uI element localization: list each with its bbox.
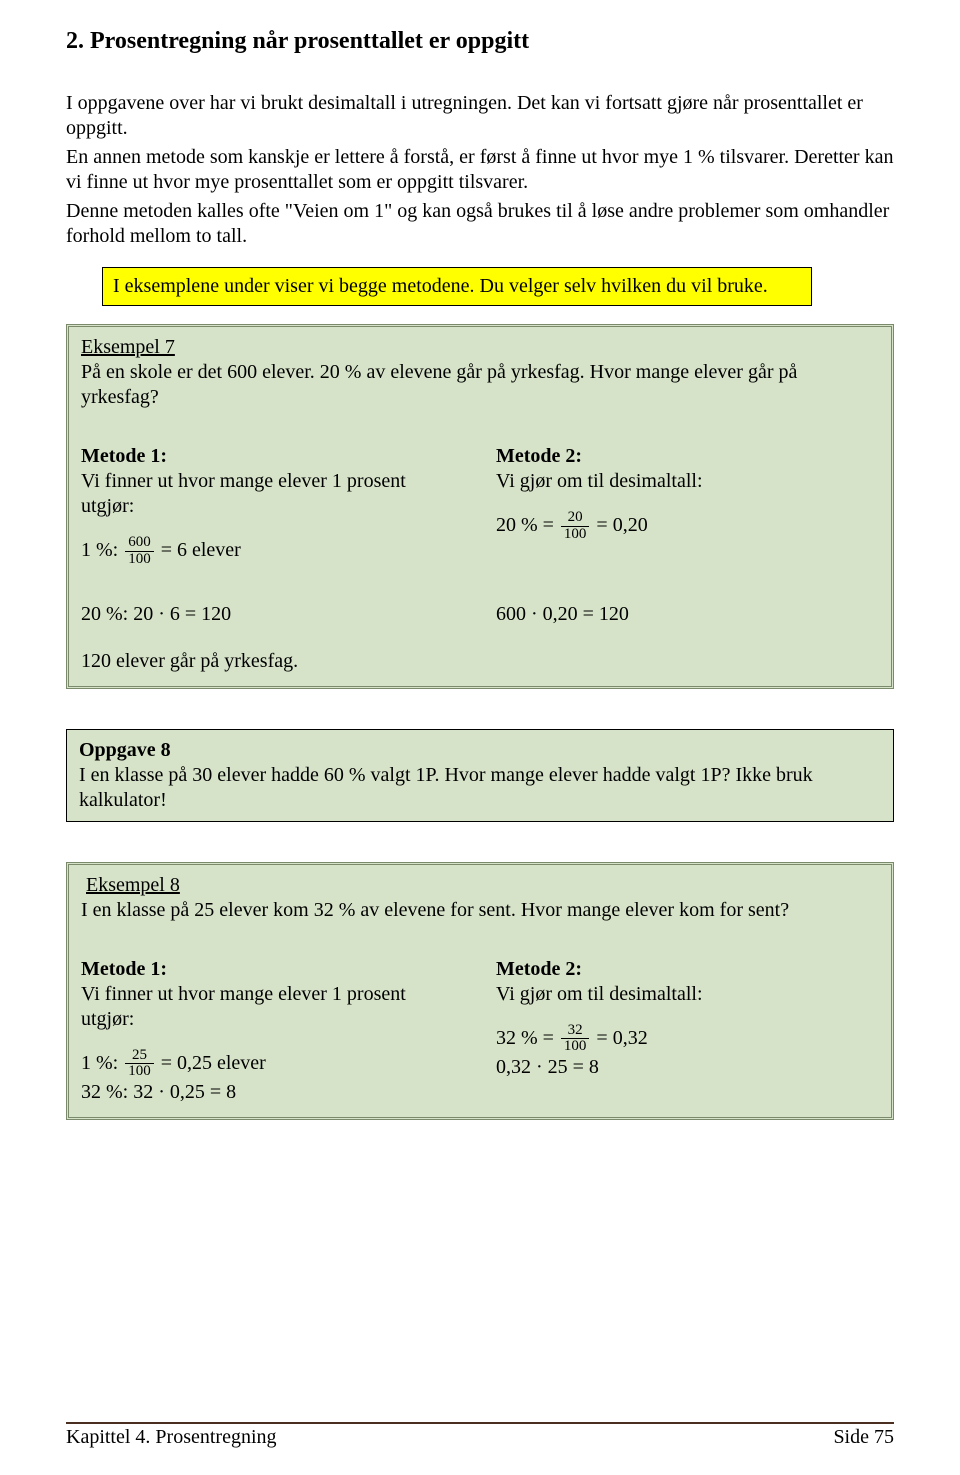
method-2-line1: 32 % = 32100 = 0,32 xyxy=(496,1023,879,1056)
m2-pre: 32 % = xyxy=(496,1026,559,1048)
frac-num: 32 xyxy=(561,1023,590,1040)
method-1-line1: 1 %: 600100 = 6 elever xyxy=(81,535,464,568)
m1-post: = 0,25 elever xyxy=(156,1051,266,1073)
method-1-desc: Vi finner ut hvor mange elever 1 prosent… xyxy=(81,982,464,1032)
frac-den: 100 xyxy=(561,1039,590,1055)
example-8-question: I en klasse på 25 elever kom 32 % av ele… xyxy=(81,898,879,923)
example-7-results-row: 20 %: 20 · 6 = 120 600 · 0,20 = 120 xyxy=(81,602,879,627)
m2-post: = 0,32 xyxy=(591,1026,647,1048)
method-2-line2: 600 · 0,20 = 120 xyxy=(496,602,879,627)
example-8-methods-row: Metode 1: Vi finner ut hvor mange elever… xyxy=(81,957,879,1106)
frac-den: 100 xyxy=(125,552,154,568)
intro-paragraph-2: En annen metode som kanskje er lettere å… xyxy=(66,145,894,195)
method-1-title: Metode 1: xyxy=(81,445,167,467)
footer-right: Side 75 xyxy=(833,1426,894,1449)
example-7-method-2: Metode 2: Vi gjør om til desimaltall: 20… xyxy=(496,444,879,568)
frac-num: 25 xyxy=(125,1048,154,1065)
fraction-icon: 32100 xyxy=(561,1023,590,1056)
fraction-icon: 25100 xyxy=(125,1048,154,1081)
method-1-line1: 1 %: 25100 = 0,25 elever xyxy=(81,1048,464,1081)
highlight-box: I eksemplene under viser vi begge metode… xyxy=(102,267,812,306)
m1-pre: 1 %: xyxy=(81,539,123,561)
method-1-desc: Vi finner ut hvor mange elever 1 prosent… xyxy=(81,469,464,519)
example-7-method-1: Metode 1: Vi finner ut hvor mange elever… xyxy=(81,444,464,568)
fraction-icon: 20100 xyxy=(561,510,590,543)
method-2-desc: Vi gjør om til desimaltall: xyxy=(496,982,879,1007)
frac-num: 20 xyxy=(561,510,590,527)
fraction-icon: 600100 xyxy=(125,535,154,568)
example-8-method-2: Metode 2: Vi gjør om til desimaltall: 32… xyxy=(496,957,879,1106)
method-2-line2: 0,32 · 25 = 8 xyxy=(496,1055,879,1080)
example-7-answer: 120 elever går på yrkesfag. xyxy=(81,649,879,674)
example-7-box: Eksempel 7 På en skole er det 600 elever… xyxy=(66,324,894,689)
page-footer: Kapittel 4. Prosentregning Side 75 xyxy=(66,1422,894,1461)
method-2-line1: 20 % = 20100 = 0,20 xyxy=(496,510,879,543)
section-heading: 2. Prosentregning når prosenttallet er o… xyxy=(66,28,894,55)
oppgave-8-title: Oppgave 8 xyxy=(79,739,171,761)
highlight-text: I eksemplene under viser vi begge metode… xyxy=(113,274,801,299)
m2-post: = 0,20 xyxy=(591,514,647,536)
method-1-title: Metode 1: xyxy=(81,958,167,980)
m2-pre: 20 % = xyxy=(496,514,559,536)
method-2-desc: Vi gjør om til desimaltall: xyxy=(496,469,879,494)
example-7-question: På en skole er det 600 elever. 20 % av e… xyxy=(81,360,879,410)
method-2-title: Metode 2: xyxy=(496,445,582,467)
m1-pre: 1 %: xyxy=(81,1051,123,1073)
frac-num: 600 xyxy=(125,535,154,552)
frac-den: 100 xyxy=(125,1064,154,1080)
intro-paragraph-3: Denne metoden kalles ofte "Veien om 1" o… xyxy=(66,199,894,249)
frac-den: 100 xyxy=(561,527,590,543)
example-8-method-1: Metode 1: Vi finner ut hvor mange elever… xyxy=(81,957,464,1106)
example-7-methods-row: Metode 1: Vi finner ut hvor mange elever… xyxy=(81,444,879,568)
oppgave-8-text: I en klasse på 30 elever hadde 60 % valg… xyxy=(79,763,881,813)
oppgave-8-box: Oppgave 8 I en klasse på 30 elever hadde… xyxy=(66,729,894,822)
example-7-title: Eksempel 7 xyxy=(81,336,175,358)
footer-left: Kapittel 4. Prosentregning xyxy=(66,1426,277,1449)
page: 2. Prosentregning når prosenttallet er o… xyxy=(0,0,960,1475)
intro-paragraph-1: I oppgavene over har vi brukt desimaltal… xyxy=(66,91,894,141)
example-8-box: Eksempel 8 I en klasse på 25 elever kom … xyxy=(66,862,894,1121)
example-8-title: Eksempel 8 xyxy=(86,874,180,896)
method-1-line2: 20 %: 20 · 6 = 120 xyxy=(81,602,464,627)
method-1-line2: 32 %: 32 · 0,25 = 8 xyxy=(81,1080,464,1105)
m1-post: = 6 elever xyxy=(156,539,241,561)
method-2-title: Metode 2: xyxy=(496,958,582,980)
